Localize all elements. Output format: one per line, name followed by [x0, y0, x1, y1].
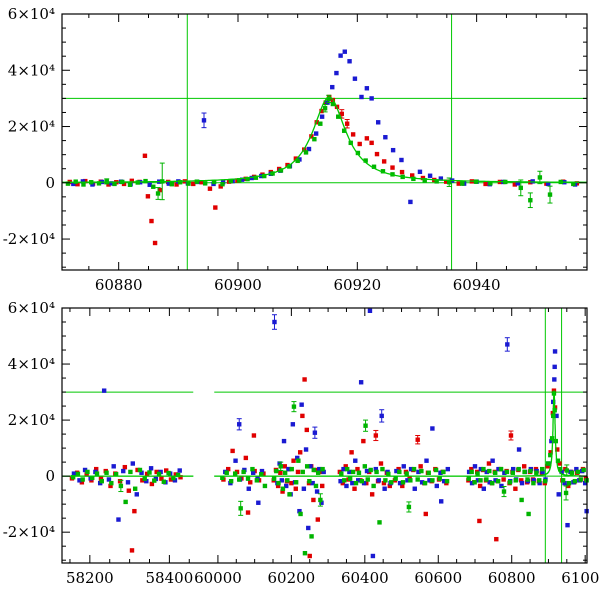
svg-text:0: 0: [45, 174, 55, 192]
svg-text:0: 0: [45, 467, 55, 485]
svg-text:60920: 60920: [333, 276, 381, 294]
svg-text:60900: 60900: [214, 276, 262, 294]
svg-text:60940: 60940: [453, 276, 501, 294]
panel-zoom-recent: 60880 60900 60920 60940 -2×10⁴ 0 2×10⁴ 4×10⁴ 6×1…: [3, 5, 588, 294]
svg-text:2×10⁴: 2×10⁴: [8, 411, 55, 429]
svg-text:4×10⁴: 4×10⁴: [8, 355, 55, 373]
svg-text:60600: 60600: [414, 569, 462, 587]
svg-text:6×10⁴: 6×10⁴: [8, 299, 55, 317]
svg-text:2×10⁴: 2×10⁴: [8, 118, 55, 136]
svg-text:-2×10⁴: -2×10⁴: [3, 523, 55, 541]
svg-text:60000: 60000: [194, 569, 242, 587]
svg-text:60800: 60800: [488, 569, 536, 587]
svg-text:4×10⁴: 4×10⁴: [8, 61, 55, 79]
svg-text:58200: 58200: [66, 569, 114, 587]
green-series-points: [70, 391, 589, 556]
svg-text:60880: 60880: [95, 276, 143, 294]
svg-text:-2×10⁴: -2×10⁴: [3, 230, 55, 248]
svg-text:61000: 61000: [561, 569, 600, 587]
svg-text:60200: 60200: [268, 569, 316, 587]
red-series-points: [69, 377, 589, 559]
svg-text:58400: 58400: [146, 569, 194, 587]
svg-text:60400: 60400: [341, 569, 389, 587]
svg-text:6×10⁴: 6×10⁴: [8, 5, 55, 23]
